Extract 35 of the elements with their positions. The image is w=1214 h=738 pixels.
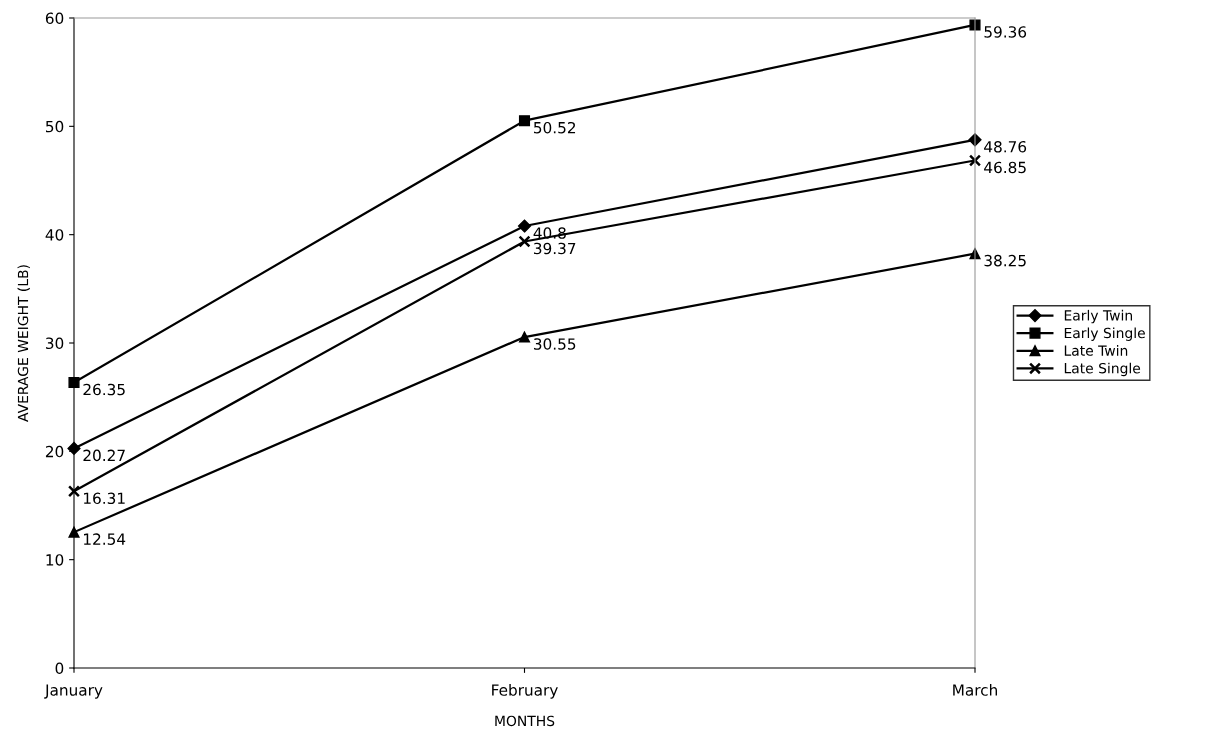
y-tick-label: 50 <box>46 120 64 133</box>
legend-label: Late Twin <box>1064 345 1128 356</box>
data-label: 39.37 <box>534 242 576 255</box>
point <box>518 115 531 127</box>
data-label: 12.54 <box>84 533 126 545</box>
y-axis-title: AVERAGE WEIGHT (LB) <box>17 265 30 422</box>
point <box>968 154 982 167</box>
data-label: 30.55 <box>534 338 576 350</box>
x-tick-label: January <box>44 684 103 699</box>
data-label: 16.31 <box>84 492 125 505</box>
point <box>518 235 531 248</box>
data-label: 59.36 <box>984 26 1027 38</box>
y-tick-label: 20 <box>45 445 64 458</box>
x-tick-label: February <box>492 683 558 699</box>
x-axis-title: MONTHS <box>495 715 555 727</box>
y-tick-label: 60 <box>45 12 64 25</box>
point <box>517 219 532 233</box>
point <box>67 485 81 498</box>
data-label: 20.27 <box>83 449 125 462</box>
y-tick-label: 0 <box>55 662 64 675</box>
legend-label: Early Single <box>1064 327 1145 341</box>
point <box>518 331 531 343</box>
legend-label: Late Single <box>1064 362 1141 377</box>
data-label: 38.25 <box>984 254 1026 267</box>
data-label: 26.35 <box>83 383 125 396</box>
data-label: 50.52 <box>534 121 576 134</box>
y-tick-label: 10 <box>46 554 64 566</box>
legend-label: Early Twin <box>1064 309 1132 324</box>
x-tick-label: March <box>953 683 997 696</box>
point <box>68 376 80 389</box>
point <box>969 19 981 31</box>
y-tick-label: 40 <box>45 229 64 241</box>
data-label: 46.85 <box>984 161 1026 174</box>
y-tick-label: 30 <box>46 337 64 350</box>
data-label: 48.76 <box>984 140 1027 153</box>
